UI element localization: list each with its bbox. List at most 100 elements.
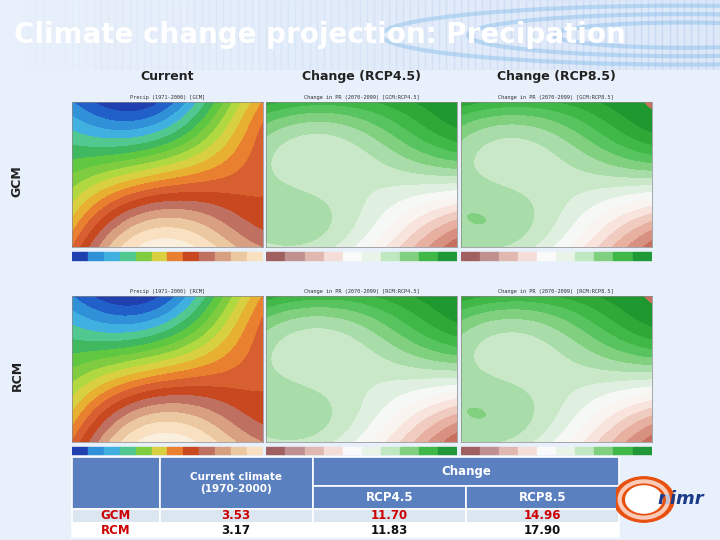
Bar (160, 523, 312, 537)
Text: 11.83: 11.83 (371, 524, 408, 537)
Bar (120, 447, 135, 454)
Bar (135, 447, 151, 454)
Bar (266, 252, 285, 260)
Bar (641, 0, 648, 70)
Bar (361, 447, 381, 454)
Bar (554, 0, 562, 70)
Bar (396, 0, 403, 70)
Bar (312, 457, 619, 486)
Bar (454, 0, 461, 70)
Bar (108, 0, 115, 70)
Bar (425, 0, 432, 70)
Bar (173, 0, 180, 70)
Text: Climate change projection: Precipation: Climate change projection: Precipation (14, 21, 626, 49)
Bar (88, 447, 104, 454)
Bar (595, 252, 613, 260)
Bar (353, 0, 360, 70)
Bar (670, 0, 677, 70)
Bar (86, 0, 94, 70)
Bar (461, 447, 480, 454)
Bar (274, 0, 281, 70)
Bar (36, 0, 43, 70)
Bar (130, 0, 137, 70)
Bar (518, 252, 537, 260)
Bar (305, 252, 324, 260)
Bar (583, 0, 590, 70)
Title: Change in PR (2070-2099) [GCM:RCP4.5]: Change in PR (2070-2099) [GCM:RCP4.5] (304, 94, 420, 100)
Bar (7, 0, 14, 70)
Bar (526, 0, 533, 70)
Bar (158, 0, 166, 70)
Bar (466, 486, 619, 509)
Bar (490, 0, 497, 70)
Bar (612, 0, 619, 70)
Bar (310, 0, 317, 70)
Bar (466, 523, 619, 537)
Bar (72, 523, 160, 537)
Bar (346, 0, 353, 70)
Bar (259, 0, 266, 70)
Bar (438, 252, 457, 260)
Bar (374, 0, 382, 70)
Bar (209, 0, 216, 70)
Bar (137, 0, 144, 70)
Bar (120, 252, 135, 260)
Bar (245, 0, 252, 70)
Text: GCM: GCM (101, 509, 131, 522)
Bar (231, 447, 247, 454)
Text: RCM: RCM (101, 524, 130, 537)
Bar (72, 0, 79, 70)
Bar (184, 447, 199, 454)
Bar (576, 0, 583, 70)
Bar (252, 0, 259, 70)
Bar (400, 252, 419, 260)
Bar (216, 0, 223, 70)
Bar (446, 0, 454, 70)
Bar (634, 0, 641, 70)
Bar (410, 0, 418, 70)
Bar (135, 252, 151, 260)
Bar (247, 252, 263, 260)
Bar (194, 0, 202, 70)
Title: Precip (1971-2000) [RCM]: Precip (1971-2000) [RCM] (130, 289, 205, 294)
Bar (144, 0, 151, 70)
Bar (0, 0, 7, 70)
Bar (331, 0, 338, 70)
Bar (590, 0, 598, 70)
Bar (295, 0, 302, 70)
Text: 17.90: 17.90 (524, 524, 561, 537)
Bar (419, 252, 438, 260)
Bar (187, 0, 194, 70)
Bar (324, 0, 331, 70)
Circle shape (626, 486, 662, 513)
Bar (215, 252, 231, 260)
Bar (166, 0, 173, 70)
Bar (677, 0, 684, 70)
Bar (305, 447, 324, 454)
Bar (230, 0, 238, 70)
Bar (480, 252, 499, 260)
Bar (184, 252, 199, 260)
Bar (151, 447, 167, 454)
Bar (381, 252, 400, 260)
Bar (302, 0, 310, 70)
Bar (400, 447, 419, 454)
Bar (557, 252, 575, 260)
Bar (382, 0, 389, 70)
Bar (518, 0, 526, 70)
Text: Change (RCP8.5): Change (RCP8.5) (497, 70, 616, 83)
Bar (88, 252, 104, 260)
Bar (466, 509, 619, 523)
Bar (419, 447, 438, 454)
Bar (361, 252, 381, 260)
Bar (65, 0, 72, 70)
Bar (285, 447, 305, 454)
Bar (698, 0, 706, 70)
Bar (288, 0, 295, 70)
Bar (104, 252, 120, 260)
Bar (101, 0, 108, 70)
Bar (29, 0, 36, 70)
Text: Current: Current (140, 70, 194, 83)
Text: RCP8.5: RCP8.5 (519, 491, 567, 504)
Bar (499, 252, 518, 260)
